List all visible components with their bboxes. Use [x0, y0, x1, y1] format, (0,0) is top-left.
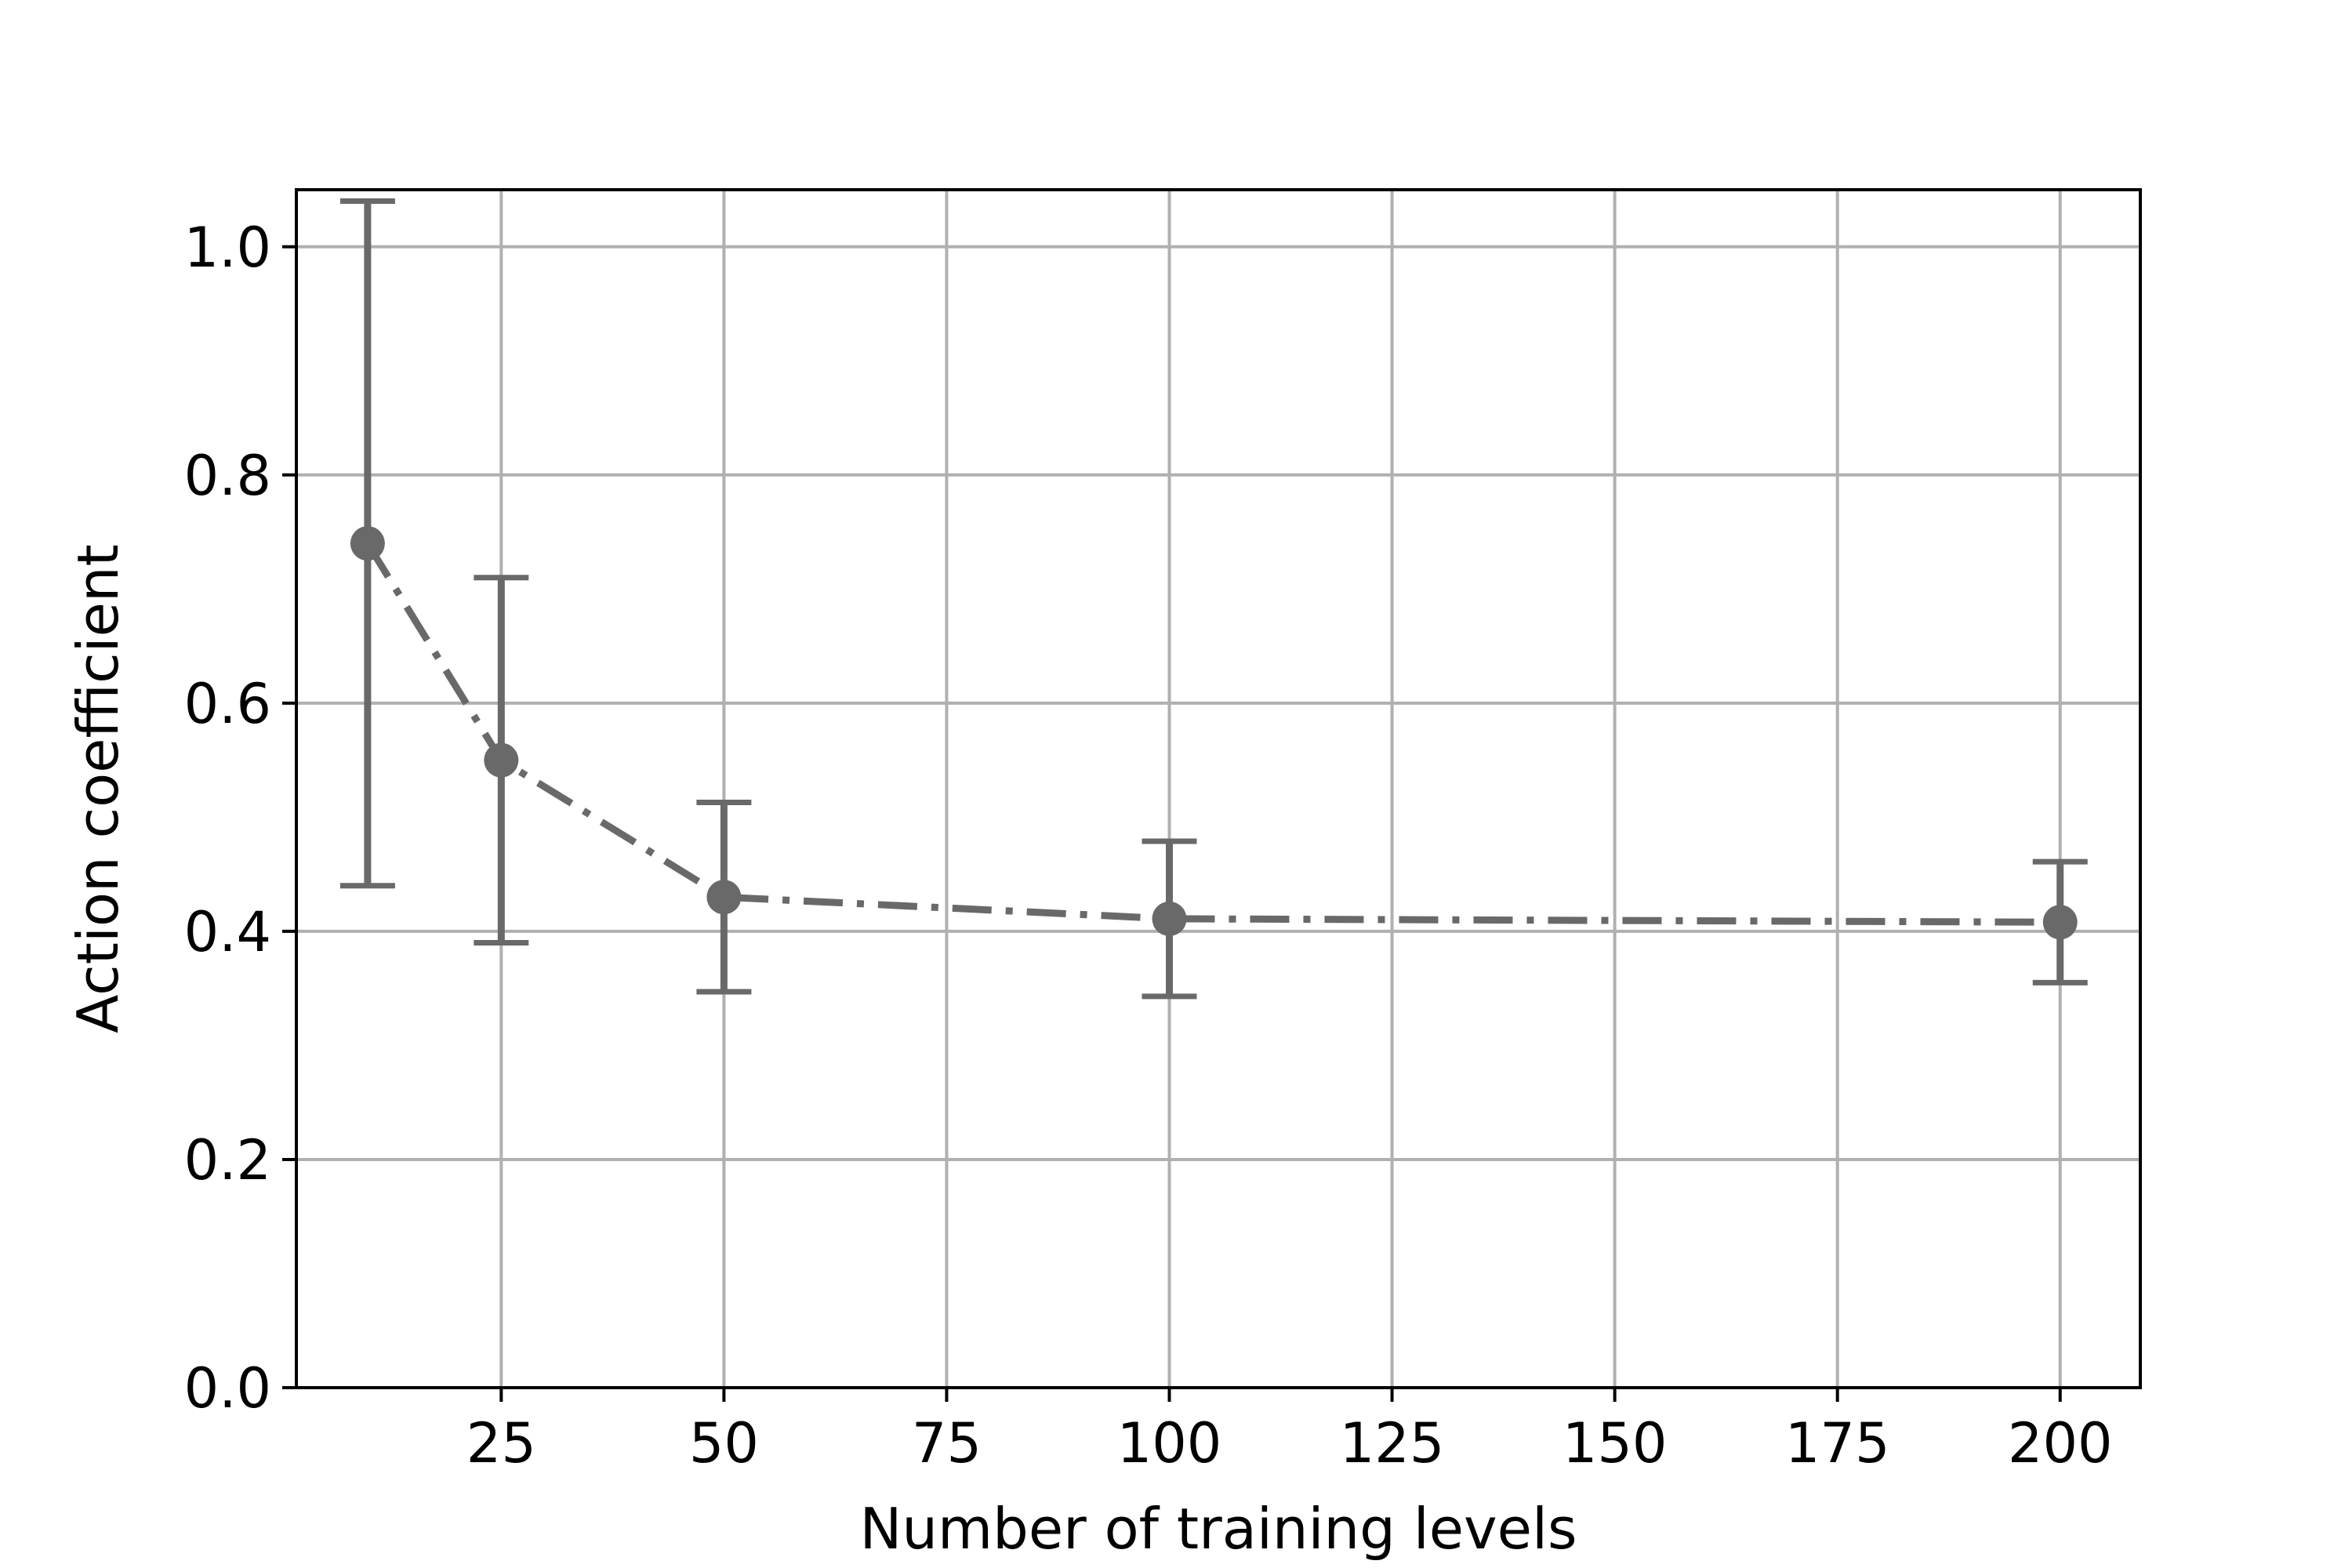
x-tick-label: 200 — [2008, 1411, 2113, 1475]
data-point — [350, 526, 385, 561]
x-tick-label: 125 — [1340, 1411, 1445, 1475]
series-line — [365, 541, 2060, 926]
y-tick-label: 1.0 — [184, 216, 271, 280]
x-tick-label: 25 — [466, 1411, 536, 1475]
x-axis-label: Number of training levels — [860, 1496, 1577, 1562]
data-point — [484, 742, 519, 778]
y-tick-label: 0.6 — [184, 672, 271, 736]
error-bars — [339, 198, 2088, 1000]
plot-frame — [295, 188, 2142, 1389]
data-point — [1152, 901, 1187, 936]
x-tick-label: 75 — [912, 1411, 982, 1475]
axis-ticks: 25 50 75 100 125 150 175 200 0.0 0.2 0.4 0.6 0.8 1.0 — [184, 216, 2113, 1475]
data-point — [706, 880, 742, 915]
y-tick-label: 0.4 — [184, 900, 271, 964]
y-tick-label: 0.0 — [184, 1356, 271, 1421]
y-tick-label: 0.8 — [184, 444, 271, 508]
x-tick-label: 50 — [689, 1411, 759, 1475]
y-axis-label: Action coefficient — [65, 544, 131, 1033]
y-tick-label: 0.2 — [184, 1128, 271, 1192]
data-point — [2042, 905, 2078, 940]
x-tick-label: 175 — [1785, 1411, 1890, 1475]
x-tick-label: 150 — [1563, 1411, 1668, 1475]
grid — [296, 190, 2140, 1389]
series-group — [350, 526, 2078, 940]
x-tick-label: 100 — [1117, 1411, 1222, 1475]
